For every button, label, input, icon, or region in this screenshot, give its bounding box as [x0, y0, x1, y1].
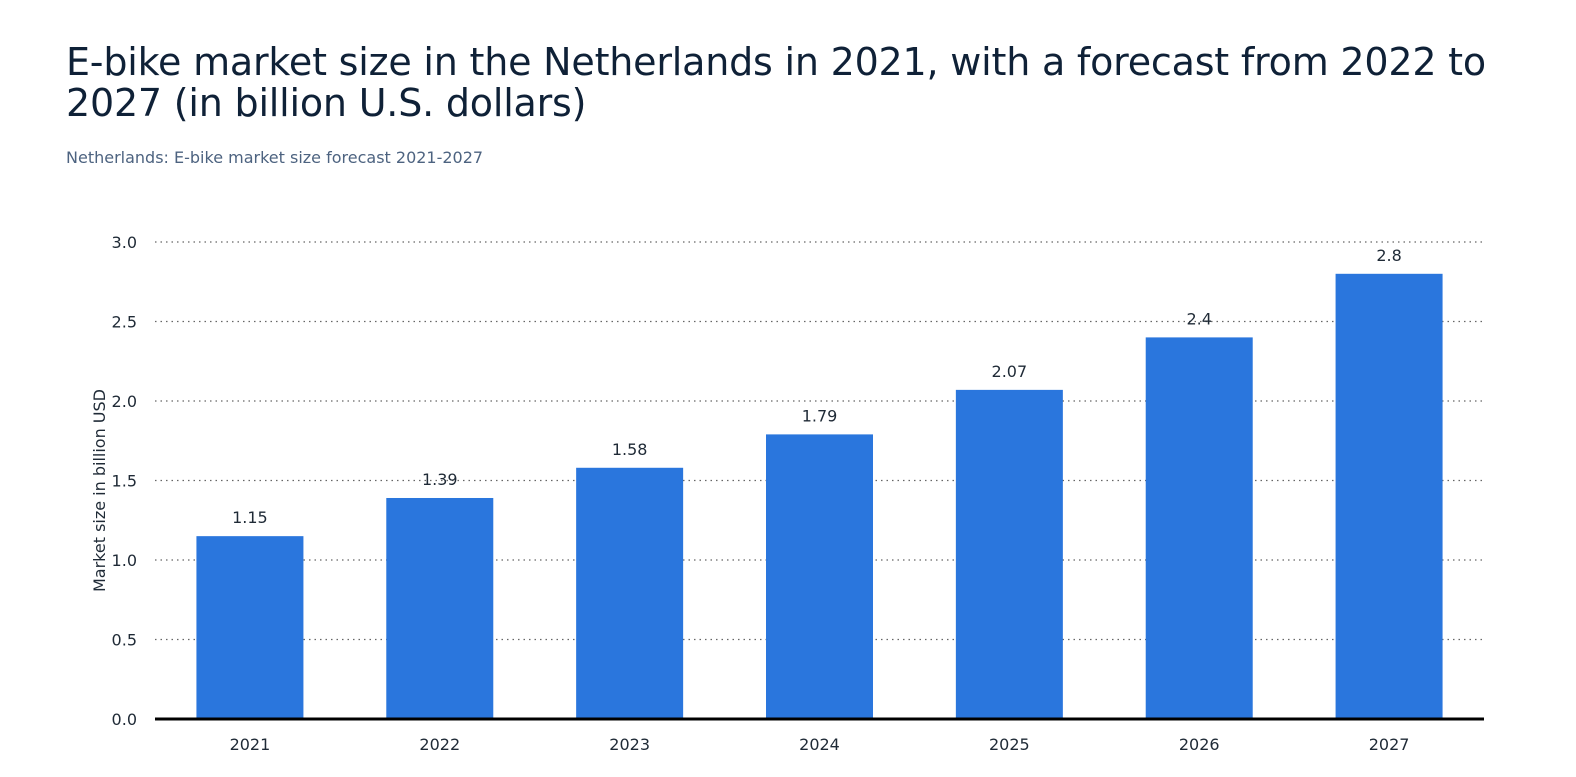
data-label: 2.4	[1186, 309, 1211, 328]
x-tick-label: 2022	[419, 735, 460, 754]
bar-2027	[1335, 273, 1443, 719]
data-label: 2.8	[1376, 246, 1401, 265]
data-label: 2.07	[992, 362, 1028, 381]
bar-2025	[955, 389, 1063, 719]
y-axis-label: Market size in billion USD	[90, 389, 109, 592]
x-tick-label: 2021	[230, 735, 271, 754]
bar-2023	[576, 467, 684, 719]
chart-subtitle: Netherlands: E-bike market size forecast…	[66, 148, 484, 167]
x-tick-label: 2024	[799, 735, 840, 754]
x-tick-label: 2027	[1369, 735, 1410, 754]
x-tick-label: 2026	[1179, 735, 1220, 754]
y-tick-label: 2.5	[112, 313, 137, 332]
bar-2021	[196, 536, 304, 719]
bar-2022	[386, 497, 494, 719]
y-tick-label: 1.0	[112, 551, 137, 570]
data-label: 1.58	[612, 440, 648, 459]
y-tick-label: 2.0	[112, 392, 137, 411]
bar-2026	[1145, 337, 1253, 719]
x-tick-label: 2025	[989, 735, 1030, 754]
y-tick-label: 0.5	[112, 631, 137, 650]
chart-title: E-bike market size in the Netherlands in…	[66, 40, 1486, 125]
bar-2024	[766, 434, 873, 719]
data-labels: 1.15 1.39 1.58 1.79 2.07 2.4 2.8	[232, 246, 1402, 527]
data-label: 1.15	[232, 508, 268, 527]
y-tick-label: 3.0	[112, 233, 137, 252]
x-tick-label: 2023	[609, 735, 650, 754]
data-label: 1.39	[422, 470, 458, 489]
bars	[196, 273, 1443, 719]
x-axis-ticks: 2021 2022 2023 2024 2025 2026 2027	[230, 735, 1410, 754]
gridlines	[155, 241, 1484, 641]
y-axis-ticks: 0.0 0.5 1.0 1.5 2.0 2.5 3.0	[112, 233, 137, 729]
y-tick-label: 1.5	[112, 472, 137, 491]
y-tick-label: 0.0	[112, 710, 137, 729]
data-label: 1.79	[802, 406, 838, 425]
